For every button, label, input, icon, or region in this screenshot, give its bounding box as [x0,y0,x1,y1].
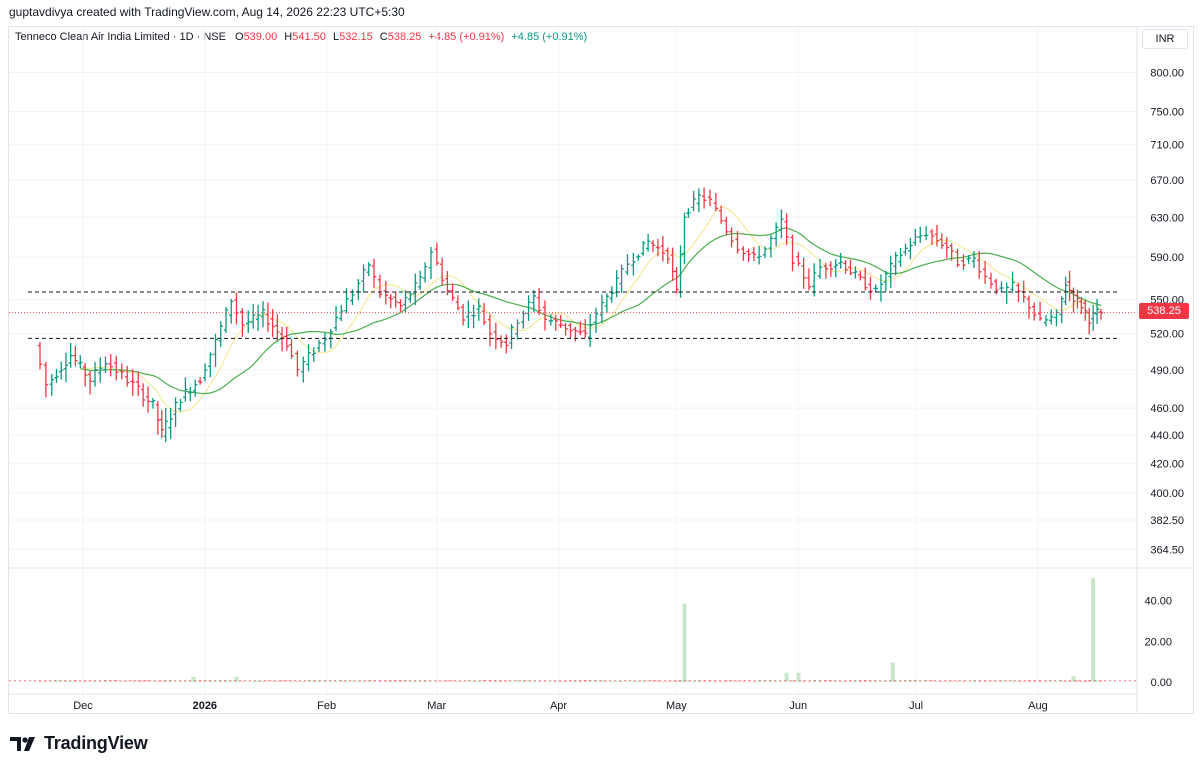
tradingview-logo-text: TradingView [44,733,148,753]
low-value: 532.15 [339,31,373,43]
currency-button[interactable]: INR [1142,29,1188,49]
credit-line: guptavdivya created with TradingView.com… [9,5,405,19]
change-value: +4.85 (+0.91%) [428,31,505,43]
chart-frame [8,26,1194,714]
tradingview-logo-icon [10,736,35,751]
symbol-legend: Tenneco Clean Air India Limited · 1D · N… [15,31,587,43]
symbol-name: Tenneco Clean Air India Limited · 1D · N… [15,31,226,43]
low-label: L [332,31,340,43]
high-label: H [284,31,293,43]
change-value-2: +4.85 (+0.91%) [511,31,588,43]
close-label: C [379,31,388,43]
last-price-label: 538.25 [1139,303,1189,319]
high-value: 541.50 [292,31,326,43]
tradingview-logo[interactable]: TradingView [10,733,148,754]
close-value: 538.25 [387,31,422,43]
open-value: 539.00 [243,31,278,43]
open-label: O [235,31,244,43]
